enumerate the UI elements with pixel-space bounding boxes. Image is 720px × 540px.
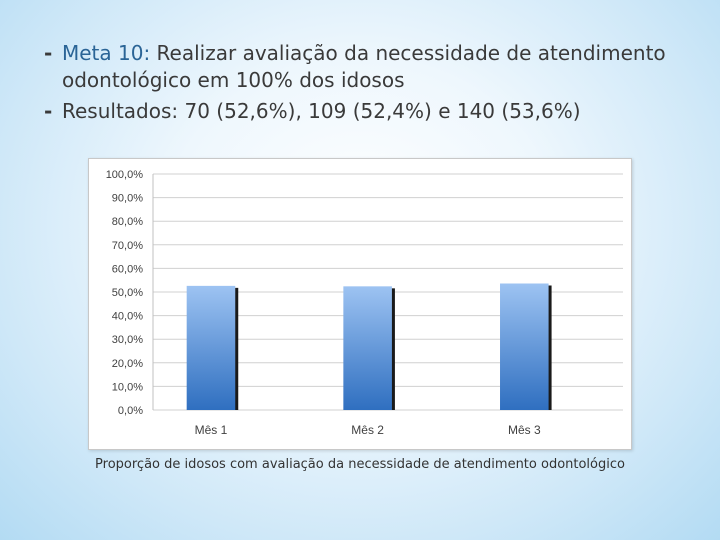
y-tick-label: 0,0% [118,405,143,417]
y-tick-label: 80,0% [112,216,143,228]
y-tick-label: 30,0% [112,334,143,346]
bullet-marker: - [44,99,53,123]
bullet-lead: Meta 10: [62,41,151,65]
bar-1 [186,285,236,410]
chart-container: 0,0% 10,0% 20,0% 30,0% 40,0% 50,0% 60,0% 70,0% 8… [88,158,632,450]
y-tick-label: 60,0% [112,263,143,275]
bar-chart: 0,0% 10,0% 20,0% 30,0% 40,0% 50,0% 60,0% 70,0% 8… [106,169,623,437]
y-tick-label: 100,0% [106,169,144,181]
x-tick-label: Mês 1 [195,423,228,437]
chart-caption: Proporção de idosos com avaliação da nec… [95,457,625,472]
x-tick-label: Mês 2 [351,423,384,437]
bullet-marker: - [44,41,53,65]
bar-3 [500,283,549,410]
y-tick-label: 70,0% [112,240,143,252]
bullet-resultados: - Resultados: 70 (52,6%), 109 (52,4%) e … [44,98,714,125]
bar-2 [343,286,392,410]
bullet-meta: - Meta 10: Realizar avaliação da necessi… [44,40,714,94]
bullet-text: Realizar avaliação da necessidade de ate… [62,41,666,92]
x-tick-label: Mês 3 [508,423,541,437]
y-tick-label: 10,0% [112,381,143,393]
y-tick-label: 20,0% [112,358,143,370]
y-tick-label: 40,0% [112,311,143,323]
bullet-text: Resultados: 70 (52,6%), 109 (52,4%) e 14… [62,99,581,123]
y-tick-label: 50,0% [112,287,143,299]
bullet-list: - Meta 10: Realizar avaliação da necessi… [44,40,714,129]
y-tick-label: 90,0% [112,193,143,205]
